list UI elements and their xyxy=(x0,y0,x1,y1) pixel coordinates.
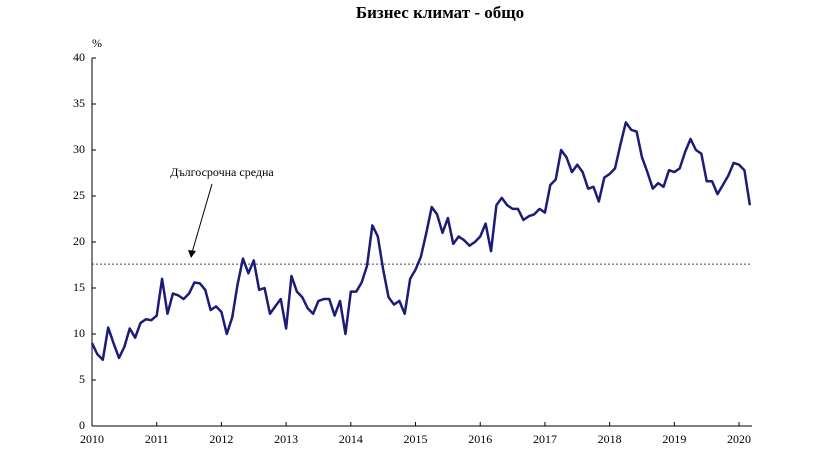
annotation-arrow xyxy=(190,183,213,257)
x-tick-label: 2014 xyxy=(339,432,363,446)
x-tick-label: 2018 xyxy=(598,432,622,446)
x-tick-label: 2010 xyxy=(80,432,104,446)
y-unit: % xyxy=(92,36,102,50)
annotation: Дългосрочна средна xyxy=(170,165,274,179)
arrow-head xyxy=(188,250,196,258)
series-line xyxy=(90,121,752,362)
y-tick-label: 25 xyxy=(73,188,85,202)
x-tick-label: 2011 xyxy=(145,432,169,446)
y-tick-label: 15 xyxy=(73,280,85,294)
y-tick-label: 0 xyxy=(79,418,85,432)
x-tick-label: 2012 xyxy=(209,432,233,446)
x-tick-label: 2017 xyxy=(533,432,557,446)
x-tick-label: 2016 xyxy=(468,432,492,446)
chart-title: Бизнес климат - общо xyxy=(356,3,524,22)
y-tick-label: 40 xyxy=(73,50,85,64)
y-tick-label: 30 xyxy=(73,142,85,156)
y-tick-label: 10 xyxy=(73,326,85,340)
x-tick-label: 2019 xyxy=(662,432,686,446)
y-tick-label: 35 xyxy=(73,96,85,110)
x-tick-label: 2020 xyxy=(727,432,751,446)
x-tick-label: 2013 xyxy=(274,432,298,446)
y-tick-label: 5 xyxy=(79,372,85,386)
x-tick-label: 2015 xyxy=(404,432,428,446)
y-tick-label: 20 xyxy=(73,234,85,248)
